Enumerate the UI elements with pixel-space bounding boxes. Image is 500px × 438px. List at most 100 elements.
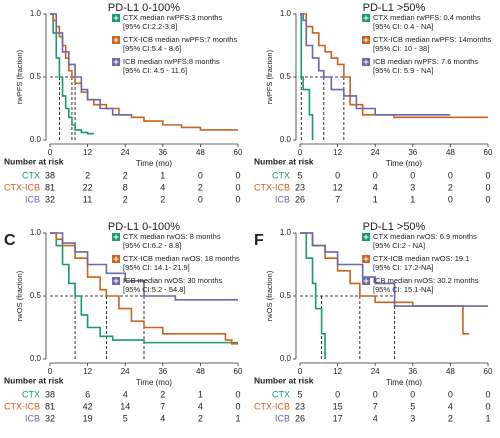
legend-label: CTX-ICB median rwPFS:7 months: [123, 35, 237, 44]
legend-plus: [113, 59, 119, 65]
x-tick-label: 0: [298, 148, 303, 157]
y-axis-label: rwPFS (fraction): [265, 49, 274, 104]
legend-label: CTX-ICB median rwOS: 19.1: [373, 254, 469, 263]
chart-title: PD-L1 >50%: [363, 221, 426, 233]
risk-count: 1: [410, 194, 415, 204]
x-tick-label: 36: [408, 367, 417, 376]
risk-count: 0: [235, 389, 240, 399]
risk-count: 38: [45, 170, 55, 180]
legend-plus: [363, 234, 369, 240]
survival-curve: [50, 232, 238, 344]
legend-plus: [363, 59, 369, 65]
risk-count: 4: [373, 182, 378, 192]
risk-count: 0: [448, 194, 453, 204]
legend-ci: [95% CI: 0.4 - NA]: [373, 22, 433, 31]
risk-count: 2: [448, 413, 453, 423]
risk-count: 0: [448, 170, 453, 180]
y-tick-label: 0.5: [280, 291, 292, 300]
legend-label: CTX-ICB median rwPFS: 14months: [373, 35, 492, 44]
risk-count: 0: [485, 401, 490, 411]
risk-count: 1: [160, 170, 165, 180]
risk-count: 14: [120, 401, 130, 411]
risk-count: 0: [485, 194, 490, 204]
x-axis-label: Time (mo): [136, 378, 172, 387]
survival-curve: [50, 13, 94, 135]
risk-count: 0: [448, 389, 453, 399]
legend-plus: [363, 278, 369, 284]
risk-count: 4: [160, 182, 165, 192]
x-tick-label: 60: [234, 367, 243, 376]
risk-count: 4: [448, 401, 453, 411]
risk-count: 1: [198, 389, 203, 399]
legend-label: CTX median rwOS: 8 months: [123, 232, 221, 241]
risk-count: 2: [123, 194, 128, 204]
risk-count: 4: [123, 389, 128, 399]
survival-curve: [50, 232, 238, 301]
x-tick-label: 24: [371, 367, 380, 376]
legend-label: CTX median rwPFS: 0.4 months: [373, 13, 481, 22]
legend-ci: [95% CI: 4.5 - 11.6]: [123, 66, 187, 75]
risk-count: 0: [198, 170, 203, 180]
risk-count: 0: [373, 170, 378, 180]
risk-count: 6: [85, 389, 90, 399]
risk-count: 2: [160, 194, 165, 204]
risk-table-title: Number at risk: [4, 375, 64, 385]
x-tick-label: 48: [446, 367, 455, 376]
legend-label: ICB median rwOS: 30 months: [123, 276, 222, 285]
legend-label: ICB median rwPFS: 7.6 months: [373, 57, 478, 66]
risk-row-label: CTX: [22, 170, 40, 180]
x-tick-label: 60: [484, 367, 493, 376]
risk-count: 0: [335, 170, 340, 180]
y-tick-label: 0.5: [30, 72, 42, 81]
y-tick-label: 1.0: [30, 9, 42, 18]
risk-row-label: ICB: [25, 413, 40, 423]
x-tick-label: 0: [48, 148, 53, 157]
risk-row-label: CTX-ICB: [4, 182, 40, 192]
x-tick-label: 36: [408, 148, 417, 157]
survival-curve: [300, 232, 326, 359]
risk-count: 17: [333, 413, 343, 423]
legend-plus: [113, 278, 119, 284]
risk-table-title: Number at risk: [254, 375, 314, 385]
risk-count: 0: [410, 389, 415, 399]
x-tick-label: 12: [333, 367, 342, 376]
x-tick-label: 60: [484, 148, 493, 157]
risk-count: 12: [333, 182, 343, 192]
y-tick-label: 0.5: [280, 72, 292, 81]
x-tick-label: 24: [121, 367, 130, 376]
x-tick-label: 24: [121, 148, 130, 157]
legend-ci: [95% CI: 10 - 38]: [373, 44, 429, 53]
y-tick-label: 0.0: [30, 135, 42, 144]
legend-plus: [363, 256, 369, 262]
risk-count: 19: [83, 413, 93, 423]
risk-count: 15: [333, 401, 343, 411]
risk-count: 2: [160, 389, 165, 399]
legend-plus: [113, 37, 119, 43]
risk-row-label: CTX-ICB: [4, 401, 40, 411]
x-tick-label: 36: [158, 367, 167, 376]
risk-count: 4: [160, 413, 165, 423]
risk-count: 2: [85, 170, 90, 180]
legend-ci: [95% CI:6.2 - 8.8]: [123, 241, 181, 250]
risk-row-label: ICB: [25, 194, 40, 204]
legend-ci: [95% CI: 14.1- 21.9]: [123, 263, 190, 272]
risk-count: 0: [373, 389, 378, 399]
risk-count: 3: [410, 182, 415, 192]
risk-count: 1: [485, 413, 490, 423]
x-tick-label: 60: [234, 148, 243, 157]
risk-row-label: ICB: [275, 194, 290, 204]
chart-title: PD-L1 0-100%: [108, 2, 180, 14]
risk-row-label: CTX: [272, 170, 290, 180]
panel-letter: F: [254, 232, 264, 249]
x-tick-label: 24: [371, 148, 380, 157]
legend-plus: [113, 256, 119, 262]
risk-count: 32: [45, 194, 55, 204]
risk-count: 0: [335, 389, 340, 399]
x-tick-label: 12: [83, 367, 92, 376]
y-tick-label: 0.0: [280, 354, 292, 363]
x-tick-label: 48: [196, 367, 205, 376]
risk-row-label: ICB: [275, 413, 290, 423]
chart-title: PD-L1 >50%: [363, 2, 426, 14]
legend-ci: [95% CI: 15.1-NA]: [373, 285, 433, 294]
risk-count: 0: [235, 170, 240, 180]
